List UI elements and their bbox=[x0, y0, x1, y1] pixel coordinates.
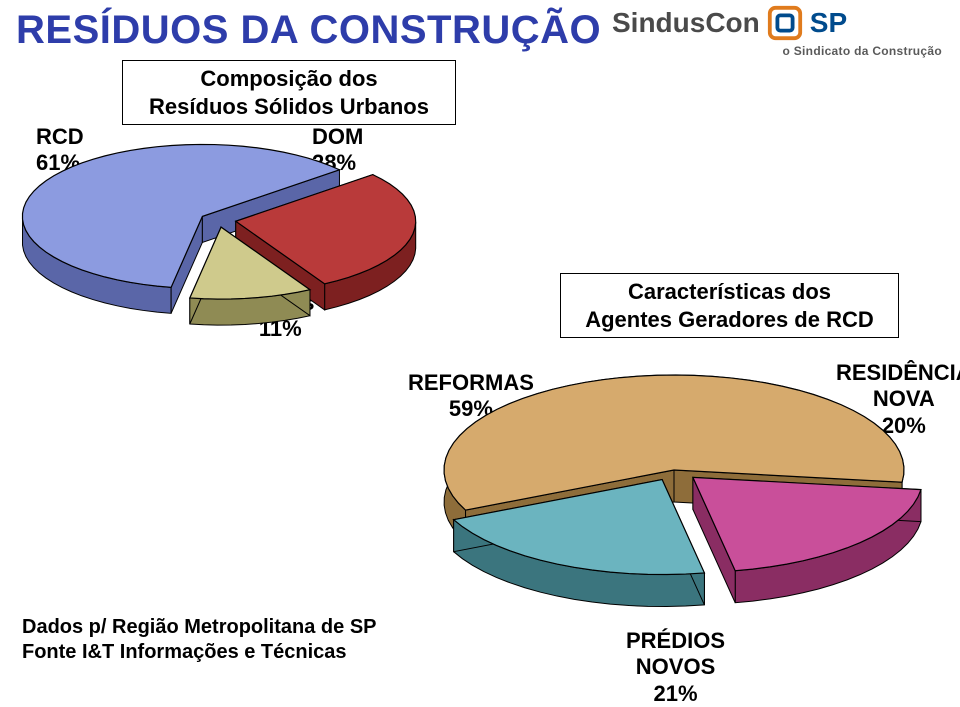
sinduscon-icon bbox=[766, 4, 804, 42]
logo-subtitle: o Sindicato da Construção bbox=[612, 44, 942, 58]
compos-box: Composição dos Resíduos Sólidos Urbanos bbox=[122, 60, 456, 125]
compos-box-line2: Resíduos Sólidos Urbanos bbox=[139, 93, 439, 121]
carac-box-line2: Agentes Geradores de RCD bbox=[577, 306, 882, 334]
logo-word2: SP bbox=[810, 7, 847, 39]
logo-word1: SindusCon bbox=[612, 7, 760, 39]
logo: SindusCon SP o Sindicato da Construção bbox=[612, 4, 942, 58]
carac-box-line1: Características dos bbox=[577, 278, 882, 306]
pie2-chart bbox=[394, 350, 934, 660]
compos-box-line1: Composição dos bbox=[139, 65, 439, 93]
footer-source: Dados p/ Região Metropolitana de SP Font… bbox=[22, 615, 377, 665]
carac-box: Características dos Agentes Geradores de… bbox=[560, 273, 899, 338]
pie1-chart bbox=[18, 150, 458, 360]
page-title: RESÍDUOS DA CONSTRUÇÃO bbox=[16, 8, 601, 53]
